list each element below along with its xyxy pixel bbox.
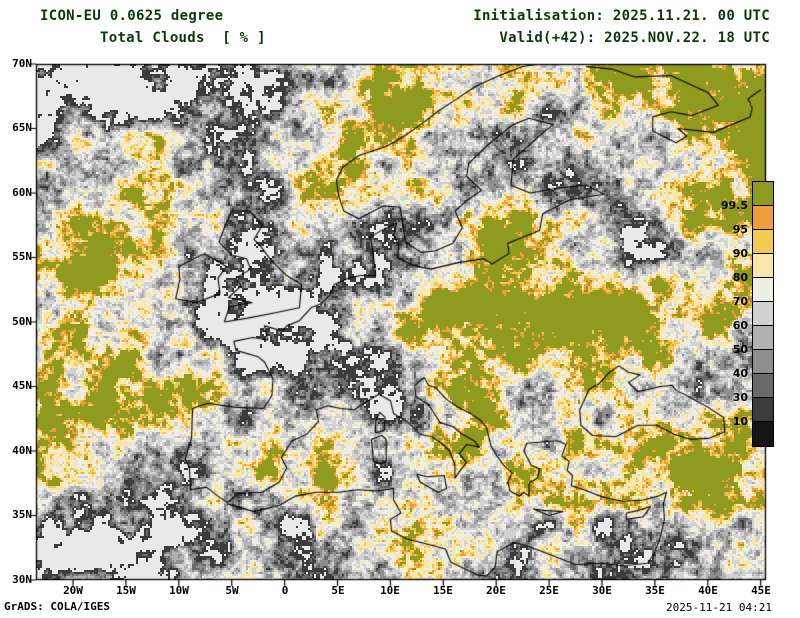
lat-label: 60N (12, 186, 32, 199)
lon-label: 5W (225, 584, 239, 597)
lat-label: 55N (12, 250, 32, 263)
lat-label: 30N (12, 573, 32, 586)
lon-label: 35E (645, 584, 665, 597)
colorbar-label: 50 (732, 343, 748, 356)
colorbar-label: 95 (732, 223, 748, 236)
colorbar (752, 181, 774, 447)
lat-label: 65N (12, 121, 32, 134)
lon-label: 20E (486, 584, 506, 597)
lon-label: 15W (116, 584, 136, 597)
lat-label: 70N (12, 57, 32, 70)
colorbar-label: 40 (732, 367, 748, 380)
colorbar-segment (753, 254, 773, 278)
lon-label: 15E (433, 584, 453, 597)
lat-label: 45N (12, 379, 32, 392)
creation-timestamp: 2025-11-21 04:21 (666, 601, 772, 614)
lon-label: 0 (281, 584, 289, 597)
colorbar-segment (753, 278, 773, 302)
lon-label: 30E (592, 584, 612, 597)
lat-label: 40N (12, 444, 32, 457)
lon-label: 10E (380, 584, 400, 597)
colorbar-label: 99.5 (720, 199, 748, 212)
lon-label: 10W (169, 584, 189, 597)
colorbar-label: 60 (732, 319, 748, 332)
colorbar-segment (753, 350, 773, 374)
colorbar-segment (753, 182, 773, 206)
model-title: ICON-EU 0.0625 degree (40, 8, 224, 24)
colorbar-label: 70 (732, 295, 748, 308)
colorbar-segment (753, 398, 773, 422)
lat-label: 35N (12, 508, 32, 521)
colorbar-label: 30 (732, 391, 748, 404)
colorbar-segment (753, 374, 773, 398)
initialisation-time: Initialisation: 2025.11.21. 00 UTC (473, 8, 770, 24)
colorbar-label: 80 (732, 271, 748, 284)
colorbar-segment (753, 422, 773, 446)
colorbar-segment (753, 302, 773, 326)
lon-label: 5E (331, 584, 345, 597)
lon-label: 20W (63, 584, 83, 597)
cloud-cover-field (36, 64, 766, 580)
colorbar-segment (753, 326, 773, 350)
map-area (36, 64, 766, 580)
colorbar-segment (753, 230, 773, 254)
grads-credit: GrADS: COLA/IGES (4, 600, 110, 613)
colorbar-segment (753, 206, 773, 230)
colorbar-label: 90 (732, 247, 748, 260)
variable-title: Total Clouds [ % ] (100, 30, 266, 46)
lon-label: 25E (539, 584, 559, 597)
lat-label: 50N (12, 315, 32, 328)
lon-label: 40E (698, 584, 718, 597)
valid-time: Valid(+42): 2025.NOV.22. 18 UTC (499, 30, 770, 46)
colorbar-label: 10 (732, 415, 748, 428)
lon-label: 45E (751, 584, 771, 597)
